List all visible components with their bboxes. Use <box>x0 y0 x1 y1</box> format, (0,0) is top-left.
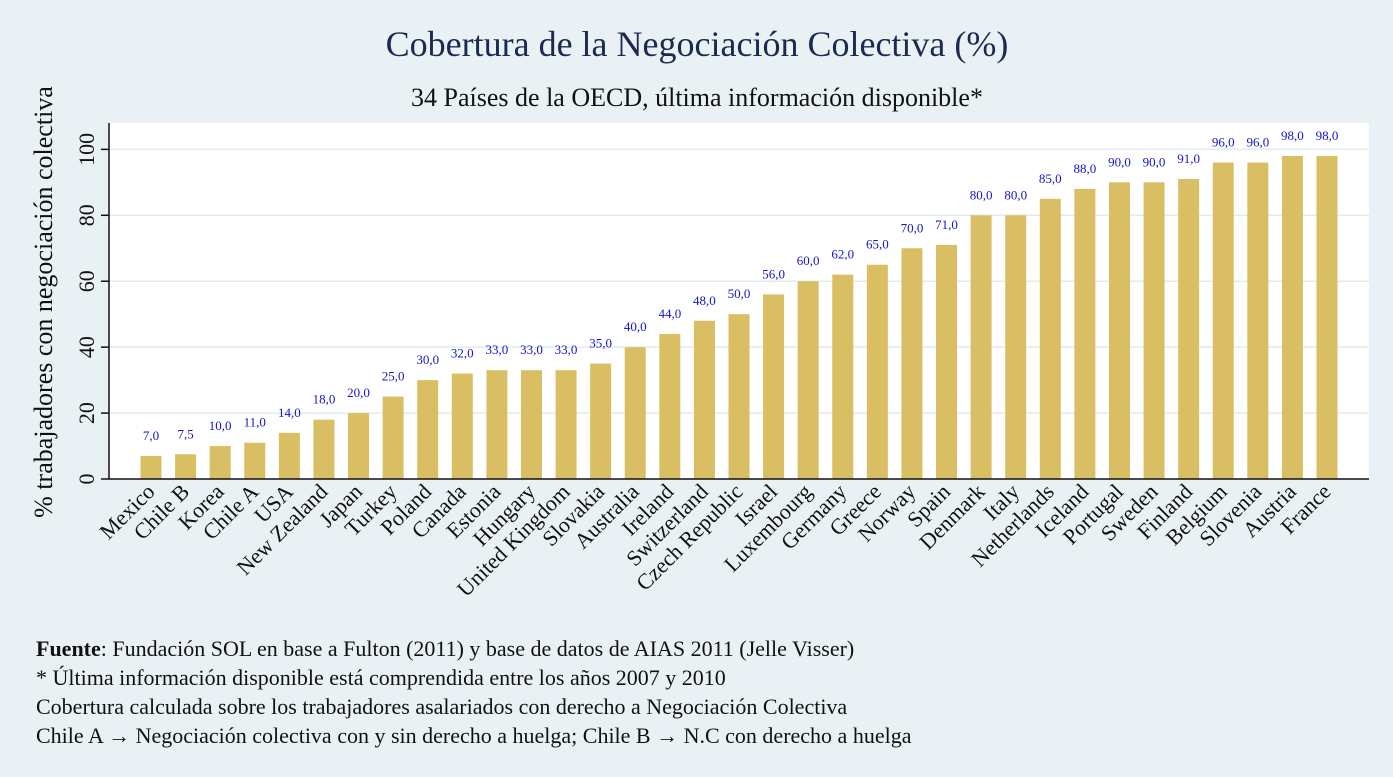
bar-value-label: 98,0 <box>1316 128 1339 143</box>
bar-value-label: 7,0 <box>143 428 159 443</box>
bar-value-label: 62,0 <box>831 247 854 262</box>
bar <box>1074 188 1096 480</box>
bar-value-label: 80,0 <box>970 187 993 202</box>
y-tick-label: 20 <box>74 402 99 424</box>
bar-value-label: 60,0 <box>797 253 820 268</box>
bar <box>1005 215 1027 479</box>
bar <box>175 454 197 479</box>
bar <box>970 215 992 479</box>
bar <box>244 442 266 479</box>
bar-value-label: 25,0 <box>382 369 405 384</box>
bar-value-label: 96,0 <box>1212 135 1235 150</box>
bar-value-label: 18,0 <box>313 392 336 407</box>
footnote-period: * Última información disponible está com… <box>36 665 726 690</box>
bar <box>1247 162 1269 480</box>
bar-value-label: 96,0 <box>1246 135 1269 150</box>
footnote-source: Fuente: Fundación SOL en base a Fulton (… <box>36 634 911 663</box>
bar <box>797 281 819 479</box>
y-tick-label: 0 <box>74 474 99 485</box>
y-tick-label: 80 <box>74 204 99 226</box>
bar-value-label: 11,0 <box>244 415 266 430</box>
bar <box>140 455 162 479</box>
bar-value-label: 65,0 <box>866 237 889 252</box>
bar-value-label: 90,0 <box>1108 154 1131 169</box>
bar <box>209 446 231 479</box>
bar-value-label: 44,0 <box>658 306 681 321</box>
bar-value-label: 7,5 <box>177 426 193 441</box>
y-axis-label: % trabajadores con negociación colectiva <box>29 86 58 518</box>
y-tick-label: 60 <box>74 270 99 292</box>
chart-subtitle: 34 Países de la OECD, última información… <box>411 83 983 112</box>
bar-value-label: 33,0 <box>555 342 578 357</box>
bar-value-label: 56,0 <box>762 266 785 281</box>
bar <box>659 333 681 479</box>
bar <box>832 274 854 479</box>
bars <box>140 155 1338 480</box>
bar-value-label: 71,0 <box>935 217 958 232</box>
bar <box>520 370 542 479</box>
bar <box>1281 155 1303 480</box>
bar-value-labels: 7,0 7,5 10,0 11,0 14,0 18,0 20,0 25,0 30,0 32,0 33… <box>143 128 1339 443</box>
bar-value-label: 50,0 <box>728 286 751 301</box>
bar <box>1316 155 1338 480</box>
bar <box>278 432 300 479</box>
bar <box>348 413 370 479</box>
bar-value-label: 85,0 <box>1039 171 1062 186</box>
bar-value-label: 88,0 <box>1074 161 1097 176</box>
bar-value-label: 98,0 <box>1281 128 1304 143</box>
bar <box>901 248 923 479</box>
bar-value-label: 35,0 <box>589 336 612 351</box>
bar <box>728 314 750 479</box>
bar <box>382 396 404 479</box>
chart-title: Cobertura de la Negociación Colectiva (%… <box>386 24 1009 64</box>
source-label: Fuente <box>36 636 101 661</box>
bar <box>1108 182 1130 480</box>
bar-value-label: 40,0 <box>624 319 647 334</box>
bar <box>1143 182 1165 480</box>
bar-value-label: 30,0 <box>416 352 439 367</box>
bar-value-label: 14,0 <box>278 405 301 420</box>
source-text: : Fundación SOL en base a Fulton (2011) … <box>100 636 855 661</box>
bar-value-label: 33,0 <box>520 342 543 357</box>
bar <box>1212 162 1234 480</box>
bar <box>555 370 577 479</box>
footnote-coverage: Cobertura calculada sobre los trabajador… <box>36 694 848 719</box>
bar <box>866 264 888 479</box>
bar <box>1039 198 1061 479</box>
bar-value-label: 70,0 <box>901 220 924 235</box>
bar <box>1178 179 1200 479</box>
bar-value-label: 10,0 <box>209 418 232 433</box>
bar <box>486 370 508 479</box>
y-ticks: 0 20 40 60 80 100 <box>74 133 109 485</box>
y-tick-label: 100 <box>74 133 99 166</box>
bar-value-label: 48,0 <box>693 293 716 308</box>
bar <box>313 419 335 479</box>
footnotes: Fuente: Fundación SOL en base a Fulton (… <box>36 634 911 750</box>
bar-value-label: 80,0 <box>1004 187 1027 202</box>
bar-value-label: 32,0 <box>451 346 474 361</box>
bar-value-label: 20,0 <box>347 385 370 400</box>
bar <box>624 347 646 479</box>
bar <box>417 380 439 479</box>
footnote-chile-definition: Chile A → Negociación colectiva con y si… <box>36 723 912 748</box>
y-tick-label: 40 <box>74 336 99 358</box>
bar <box>451 373 473 479</box>
bar-value-label: 91,0 <box>1177 151 1200 166</box>
bar-value-label: 33,0 <box>486 342 509 357</box>
bar <box>693 320 715 479</box>
bar <box>936 244 958 479</box>
bar <box>590 363 612 479</box>
bar-chart: Cobertura de la Negociación Colectiva (%… <box>29 24 1369 602</box>
bar <box>763 294 785 479</box>
bar-value-label: 90,0 <box>1143 154 1166 169</box>
